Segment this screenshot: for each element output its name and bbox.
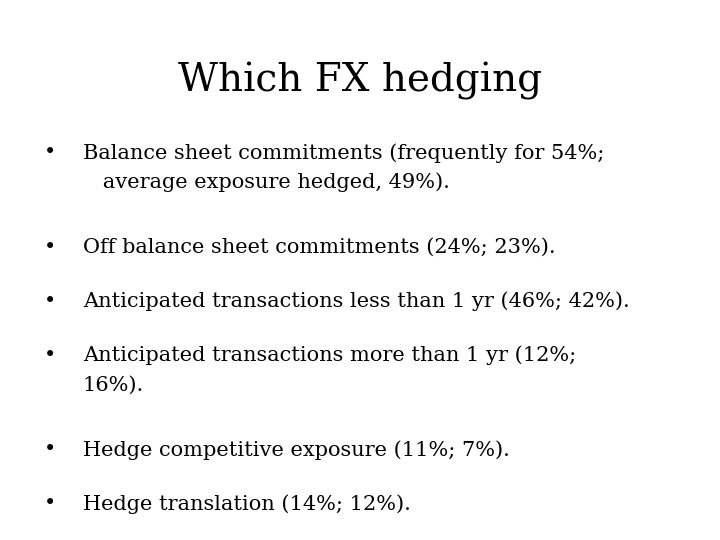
Text: •: • xyxy=(44,494,57,513)
Text: •: • xyxy=(44,143,57,162)
Text: Hedge translation (14%; 12%).: Hedge translation (14%; 12%). xyxy=(83,494,410,514)
Text: Balance sheet commitments (frequently for 54%;: Balance sheet commitments (frequently fo… xyxy=(83,143,604,163)
Text: Which FX hedging: Which FX hedging xyxy=(178,62,542,100)
Text: •: • xyxy=(44,292,57,310)
Text: •: • xyxy=(44,440,57,459)
Text: Off balance sheet commitments (24%; 23%).: Off balance sheet commitments (24%; 23%)… xyxy=(83,238,555,256)
Text: Anticipated transactions less than 1 yr (46%; 42%).: Anticipated transactions less than 1 yr … xyxy=(83,292,629,311)
Text: 16%).: 16%). xyxy=(83,375,144,394)
Text: •: • xyxy=(44,238,57,256)
Text: Hedge competitive exposure (11%; 7%).: Hedge competitive exposure (11%; 7%). xyxy=(83,440,510,460)
Text: Anticipated transactions more than 1 yr (12%;: Anticipated transactions more than 1 yr … xyxy=(83,346,576,365)
Text: •: • xyxy=(44,346,57,365)
Text: average exposure hedged, 49%).: average exposure hedged, 49%). xyxy=(83,173,450,192)
